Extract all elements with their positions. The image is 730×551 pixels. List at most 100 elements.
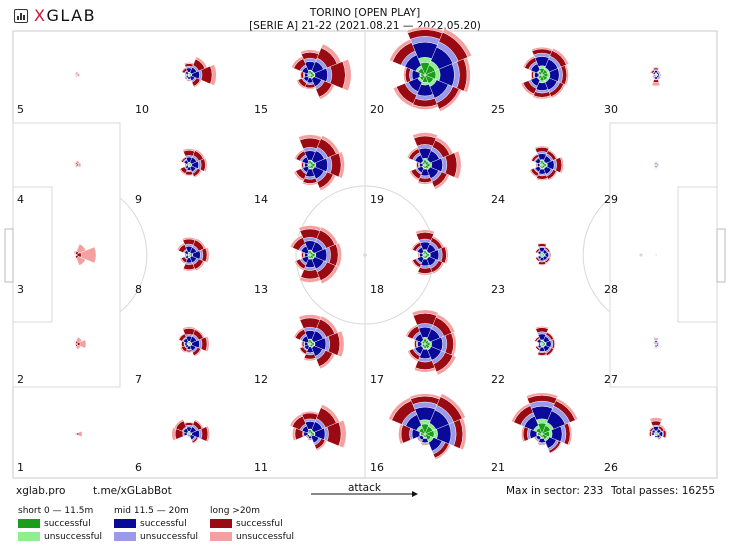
wedge-s8-S-long_ok — [183, 263, 195, 270]
wedge-s20-NE-long_miss — [442, 28, 472, 58]
sector-label-26: 26 — [604, 461, 618, 474]
telegram-label: t.me/xGLabBot — [93, 485, 172, 497]
wedge-s3-E-long_miss — [80, 246, 97, 264]
legend-long-unsuccessful-swatch — [210, 532, 232, 541]
wedge-s10-NW-long_miss — [180, 66, 187, 73]
wedge-s21-N-long_miss — [525, 392, 559, 399]
sector-label-15: 15 — [254, 103, 268, 116]
wedge-s23-S-long_miss — [537, 263, 547, 266]
wedge-s9-SE-long_miss — [193, 169, 203, 179]
wedge-s3-SE-long_miss — [76, 256, 86, 266]
left-six-yard-box — [12, 186, 53, 323]
legend-mid-title: mid 11.5 — 20m — [114, 506, 189, 516]
wedge-s17-S-long_ok — [414, 360, 436, 370]
wedge-s14-E-long_ok — [329, 152, 342, 178]
wedge-s8-NW-long_miss — [176, 242, 185, 251]
wedge-s9-E-long_miss — [203, 157, 208, 173]
sector-label-1: 1 — [17, 461, 24, 474]
wedge-s6-SE-long_miss — [192, 437, 199, 444]
sector-label-8: 8 — [135, 283, 142, 296]
wedge-s25-SW-long_miss — [520, 82, 535, 97]
wedge-s27-NW-long_miss — [652, 340, 656, 344]
wedge-s27-E-long_miss — [658, 342, 660, 346]
wedge-s7-E-long_ok — [200, 336, 208, 352]
sector-label-23: 23 — [491, 283, 505, 296]
sector-label-27: 27 — [604, 373, 618, 386]
wedge-s29-N-long_miss — [654, 161, 658, 163]
wedge-s20-NW-long_miss — [389, 39, 412, 62]
wedge-s24-SW-long_miss — [529, 169, 538, 178]
wedge-s6-S-long_miss — [187, 436, 191, 438]
sector-label-30: 30 — [604, 103, 618, 116]
wedge-s27-N-long_miss — [653, 337, 659, 340]
wedge-s13-SW-long_miss — [294, 260, 305, 271]
wedge-s19-SW-long_miss — [409, 170, 420, 181]
wedge-s8-S-long_miss — [182, 268, 196, 272]
wedge-s17-SW-long_miss — [407, 350, 419, 362]
sector-label-4: 4 — [17, 193, 24, 206]
wedge-s25-NW-long_miss — [522, 55, 536, 69]
wedge-s14-E-long_miss — [338, 151, 345, 179]
wedge-s16-NE-long_miss — [440, 393, 466, 419]
wedge-s15-NW-long_miss — [291, 56, 304, 69]
wedge-s1-E-long_miss — [78, 431, 83, 437]
wedge-s18-N-long_miss — [415, 229, 435, 235]
wedge-s15-E-long_miss — [342, 58, 352, 92]
wedge-s21-NE-long_miss — [555, 398, 578, 421]
wedge-s4-E-long_miss — [77, 162, 82, 168]
wedge-s27-S-long_miss — [653, 347, 659, 349]
wedge-s24-E-long_miss — [559, 156, 564, 174]
wedge-s11-NW-long_miss — [289, 413, 303, 427]
wedge-s13-S-long_ok — [300, 269, 320, 280]
site-label: xglab.pro — [16, 485, 66, 497]
wedge-s22-S-long_miss — [537, 354, 547, 357]
legend-long-successful-label: successful — [236, 519, 283, 529]
wedge-s12-E-long_ok — [327, 332, 341, 356]
wedge-s6-E-long_ok — [200, 426, 209, 442]
wedge-s10-W-long_miss — [184, 73, 186, 77]
attack-label: attack — [348, 482, 381, 494]
wedge-s11-S-long_miss — [307, 439, 313, 441]
wedge-s16-NW-long_miss — [388, 397, 412, 421]
wedge-s24-NW-long_miss — [530, 153, 538, 161]
wedge-s10-S-long_miss — [186, 80, 192, 82]
wedge-s16-SE-long_miss — [434, 443, 451, 460]
wedge-s7-E-long_miss — [205, 336, 210, 352]
sector-label-2: 2 — [17, 373, 24, 386]
wedge-s14-S-long_miss — [302, 181, 318, 186]
wedge-s24-N-long_miss — [534, 145, 550, 149]
left-penalty-box — [12, 122, 121, 388]
wedge-s30-S-long_miss — [651, 81, 661, 87]
wedge-s15-SW-long_miss — [296, 79, 306, 89]
left-goal — [4, 228, 14, 283]
wedge-s16-E-long_miss — [459, 417, 467, 451]
attack-arrow-head — [412, 491, 418, 497]
legend-short-successful-label: successful — [44, 519, 91, 529]
wedge-s16-N-short_miss — [419, 419, 431, 425]
wedge-s1-N-long_miss — [73, 431, 77, 433]
wedge-s12-NW-long_miss — [293, 327, 305, 339]
wedge-s17-SE-long_miss — [436, 355, 457, 376]
brand-name: XGLAB — [34, 6, 97, 25]
sector-label-10: 10 — [135, 103, 149, 116]
legend-mid-successful-swatch — [114, 519, 136, 528]
legend-long-title: long >20m — [210, 506, 261, 516]
sector-label-12: 12 — [254, 373, 268, 386]
wedge-s26-SE-long_miss — [658, 436, 663, 441]
sector-label-5: 5 — [17, 103, 24, 116]
wedge-s18-SW-long_miss — [411, 259, 421, 269]
wedge-s20-SE-long_miss — [438, 88, 462, 112]
sector-label-9: 9 — [135, 193, 142, 206]
sector-label-22: 22 — [491, 373, 505, 386]
wedge-s18-E-long_miss — [444, 245, 449, 265]
wedge-s30-NW-long_miss — [649, 68, 655, 74]
wedge-s5-E-long_miss — [77, 72, 80, 78]
wedge-s18-S-long_miss — [417, 271, 433, 276]
legend-mid-unsuccessful-swatch — [114, 532, 136, 541]
wedge-s21-S-long_miss — [537, 443, 547, 446]
wedge-s20-SW-long_miss — [392, 86, 414, 108]
wedge-s23-NW-long_miss — [534, 247, 540, 253]
wedge-s24-S-long_miss — [535, 177, 549, 181]
wedge-s7-SE-long_miss — [193, 348, 203, 358]
wedge-s18-N-long_ok — [416, 232, 434, 241]
